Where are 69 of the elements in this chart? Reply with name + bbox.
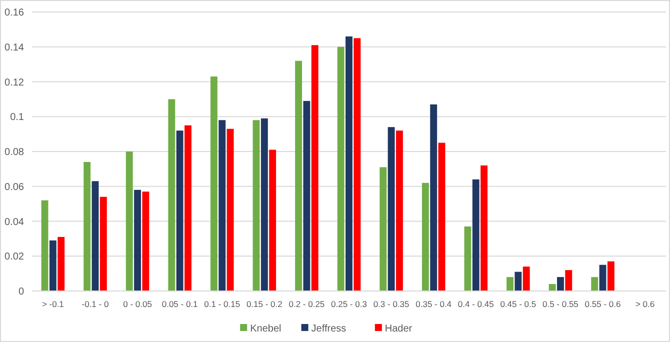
x-tick-label: 0.5 - 0.55 xyxy=(542,299,579,309)
bar xyxy=(599,264,606,291)
x-tick-label: 0.3 - 0.35 xyxy=(373,299,410,309)
x-tick-label: 0.25 - 0.3 xyxy=(331,299,368,309)
y-tick-label: 0.12 xyxy=(4,77,24,88)
bar xyxy=(311,45,318,291)
legend-label: Knebel xyxy=(250,324,282,334)
bar xyxy=(422,182,429,291)
bar xyxy=(41,200,48,291)
x-tick-label: 0.05 - 0.1 xyxy=(162,299,198,309)
bar xyxy=(472,179,480,291)
bar xyxy=(252,120,260,291)
bar xyxy=(522,266,530,291)
bar xyxy=(269,150,276,291)
y-tick-label: 0 xyxy=(18,286,24,298)
x-tick-label: 0 - 0.05 xyxy=(123,299,152,309)
y-tick-label: 0.04 xyxy=(4,216,24,228)
bar xyxy=(226,128,234,291)
bar xyxy=(380,167,387,291)
x-tick-label: > 0.6 xyxy=(635,299,655,309)
bar xyxy=(142,192,150,291)
bar xyxy=(354,38,361,291)
y-tick-label: 0.08 xyxy=(4,147,24,158)
bar xyxy=(438,142,446,291)
bar xyxy=(176,130,184,291)
x-tick-label: 0.55 - 0.6 xyxy=(584,299,621,309)
bar xyxy=(218,120,226,291)
x-tick-label: 0.45 - 0.5 xyxy=(500,299,536,309)
x-tick-label: -0.1 - 0 xyxy=(82,299,109,309)
legend-label: Jeffress xyxy=(311,324,346,334)
bar xyxy=(430,104,438,291)
bar xyxy=(210,76,218,291)
bar xyxy=(49,240,56,291)
bar xyxy=(126,152,133,291)
bar xyxy=(396,130,403,291)
y-tick-label: 0.1 xyxy=(10,112,24,124)
x-tick-label: > -0.1 xyxy=(42,299,64,309)
bar xyxy=(184,125,192,291)
y-tick-label: 0.16 xyxy=(4,8,24,18)
x-tick-label: 0.1 - 0.15 xyxy=(204,299,240,309)
x-tick-label: 0.15 - 0.2 xyxy=(246,299,283,309)
bar xyxy=(480,165,488,291)
y-tick-label: 0.02 xyxy=(4,252,24,263)
legend-label: Hader xyxy=(384,324,413,334)
bar xyxy=(295,60,302,291)
bar xyxy=(100,196,107,291)
bar xyxy=(134,190,141,291)
bar xyxy=(303,100,310,291)
bar xyxy=(388,127,395,291)
bar xyxy=(92,181,99,291)
bar xyxy=(260,118,268,291)
bar xyxy=(337,46,344,291)
y-tick-label: 0.06 xyxy=(4,182,24,193)
bar xyxy=(464,226,472,291)
bar xyxy=(591,277,598,291)
x-tick-label: 0.4 - 0.45 xyxy=(458,299,494,309)
y-tick-label: 0.14 xyxy=(4,42,24,54)
bar xyxy=(548,284,556,291)
bar xyxy=(557,277,564,291)
x-tick-label: 0.35 - 0.4 xyxy=(416,299,452,309)
bar xyxy=(506,277,514,291)
bar xyxy=(84,162,91,291)
bar xyxy=(346,36,352,291)
bar xyxy=(168,99,176,291)
bar xyxy=(565,270,572,291)
bar xyxy=(58,236,65,291)
x-tick-label: 0.2 - 0.25 xyxy=(288,299,325,309)
bar xyxy=(514,272,522,291)
bar xyxy=(607,261,614,291)
